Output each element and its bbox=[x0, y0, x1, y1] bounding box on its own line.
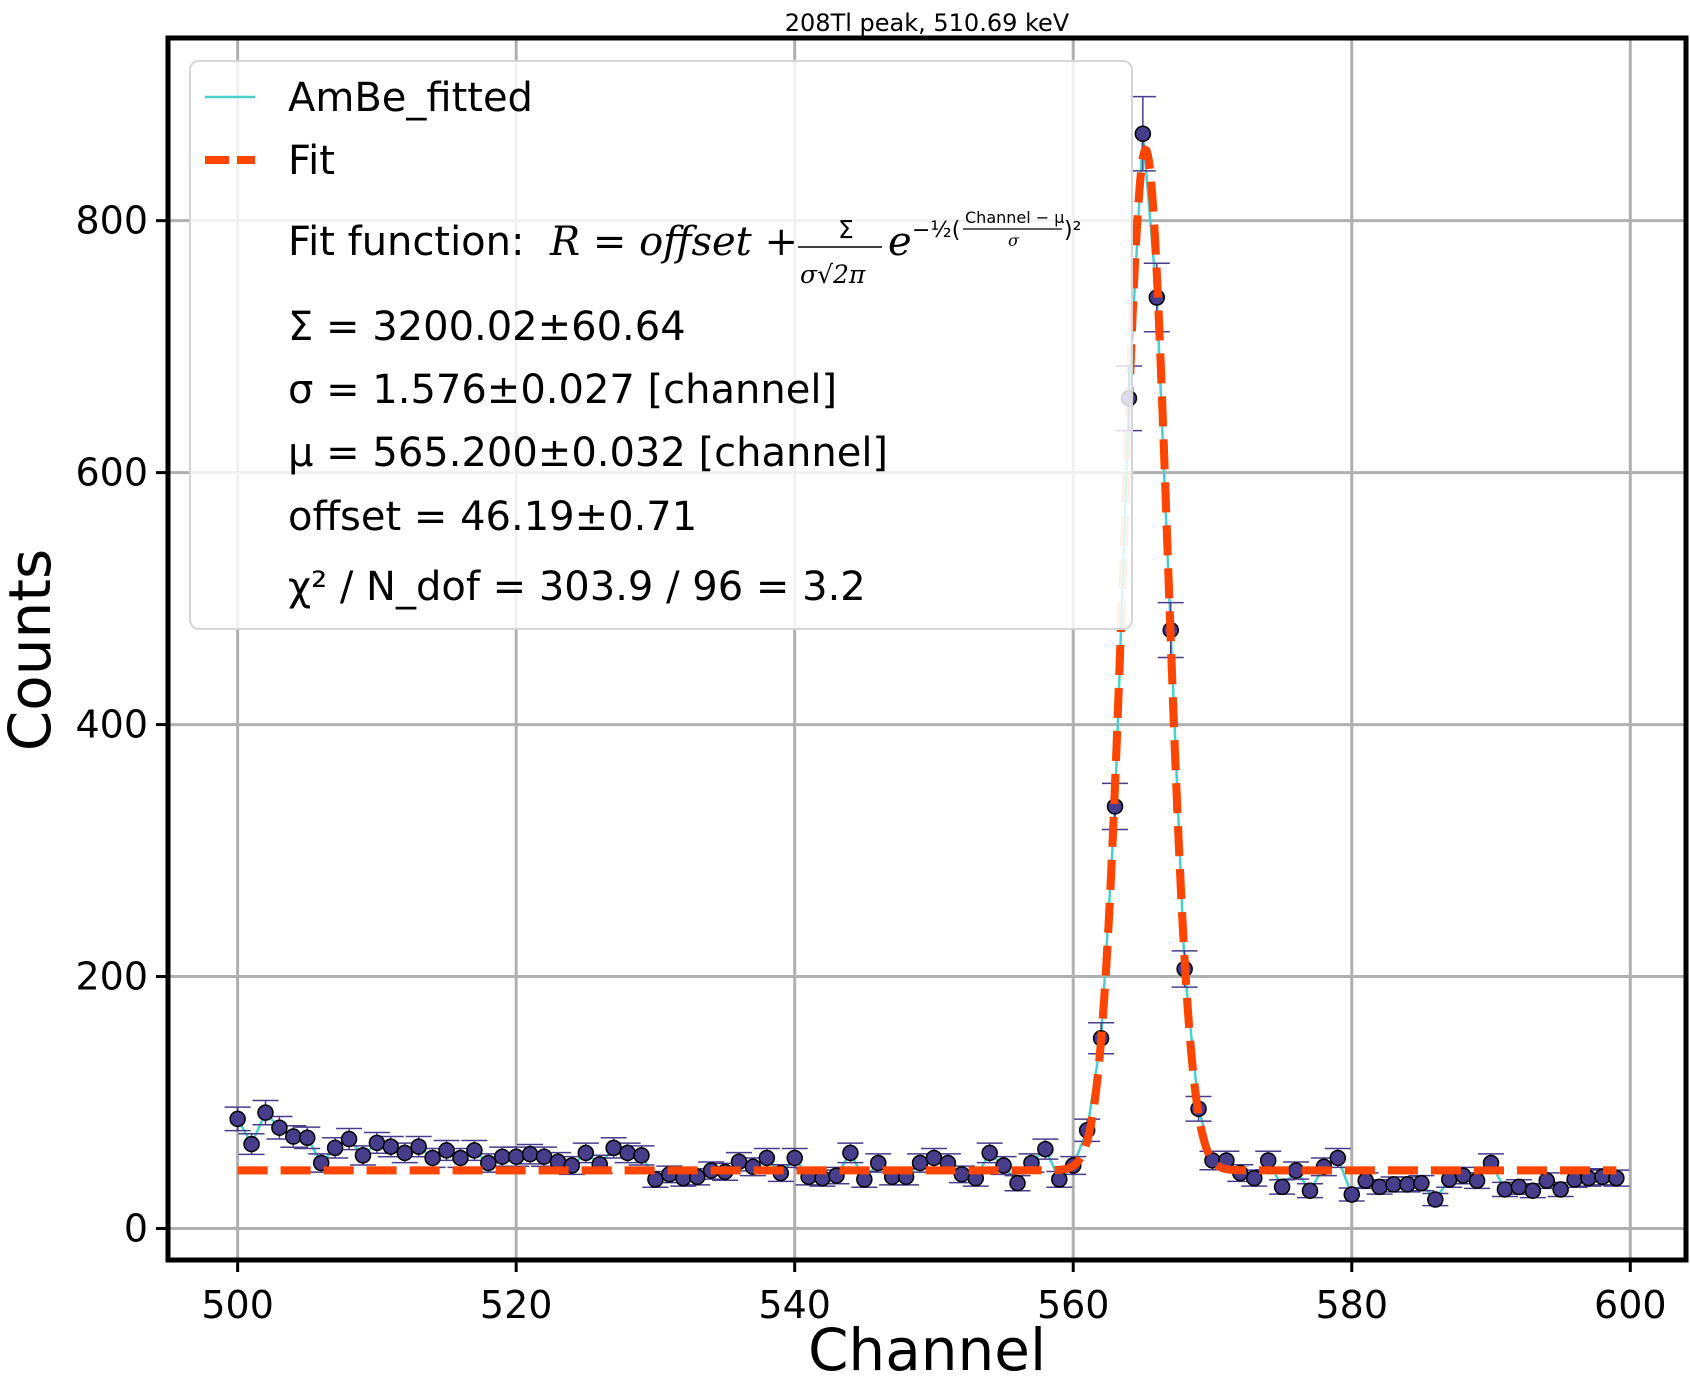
data-point bbox=[619, 1144, 636, 1162]
data-point bbox=[1538, 1172, 1555, 1189]
y-tick-label: 400 bbox=[75, 703, 148, 747]
data-point bbox=[1524, 1182, 1542, 1199]
data-point bbox=[1259, 1152, 1277, 1169]
data-point bbox=[1287, 1162, 1305, 1179]
data-point bbox=[1273, 1178, 1291, 1196]
y-axis-title: Counts bbox=[0, 549, 64, 751]
y-tick-label: 0 bbox=[124, 1207, 148, 1251]
x-tick-label: 540 bbox=[758, 1283, 831, 1327]
data-point bbox=[1413, 1174, 1430, 1192]
data-point bbox=[1468, 1172, 1486, 1189]
fit-function-math: R = offset + Σ σ√2π e −½( Channel − μ σ … bbox=[549, 208, 1081, 289]
y-tick-label: 800 bbox=[75, 199, 148, 243]
legend-chi2: χ² / N_dof = 303.9 / 96 = 3.2 bbox=[288, 564, 866, 610]
data-point bbox=[1134, 125, 1152, 142]
data-point bbox=[758, 1149, 776, 1167]
data-point bbox=[535, 1148, 553, 1165]
data-point bbox=[243, 1135, 260, 1153]
formula-lhs: R = offset + bbox=[549, 219, 798, 265]
data-point bbox=[577, 1144, 595, 1162]
formula-exponent-numerator: Channel − μ bbox=[965, 208, 1064, 227]
legend-label-fit: Fit bbox=[288, 138, 335, 184]
legend-box bbox=[189, 60, 1133, 630]
data-point bbox=[354, 1147, 372, 1164]
x-tick-label: 520 bbox=[480, 1283, 553, 1327]
legend-mu: μ = 565.200±0.032 [channel] bbox=[288, 430, 888, 476]
data-point bbox=[1427, 1191, 1444, 1208]
chart-title: 208Tl peak, 510.69 keV bbox=[785, 9, 1070, 37]
x-tick-label: 580 bbox=[1315, 1283, 1388, 1327]
formula-denominator: σ√2π bbox=[800, 260, 866, 289]
data-point bbox=[1009, 1174, 1026, 1192]
data-point bbox=[507, 1148, 525, 1165]
data-point bbox=[1037, 1140, 1054, 1158]
data-point bbox=[953, 1166, 971, 1183]
formula-exponent-denominator: σ bbox=[1008, 231, 1020, 250]
y-tick-label: 200 bbox=[75, 955, 148, 999]
data-point bbox=[466, 1142, 483, 1159]
data-point bbox=[870, 1154, 887, 1172]
formula-exponent: −½( bbox=[912, 218, 960, 243]
data-point bbox=[1510, 1178, 1528, 1196]
legend-sigma-width: σ = 1.576±0.027 [channel] bbox=[288, 367, 837, 413]
fit-function-formula: Fit function: R = offset + Σ σ√2π e −½( … bbox=[288, 208, 1081, 289]
data-point bbox=[1246, 1169, 1263, 1187]
plot-area bbox=[224, 95, 1630, 1208]
data-point bbox=[1371, 1178, 1388, 1196]
formula-numerator: Σ bbox=[838, 215, 854, 244]
legend-offset: offset = 46.19±0.71 bbox=[288, 494, 697, 540]
data-point bbox=[452, 1149, 469, 1167]
data-point bbox=[842, 1144, 859, 1162]
data-point bbox=[1357, 1172, 1374, 1189]
data-point bbox=[326, 1139, 344, 1157]
data-point bbox=[981, 1144, 998, 1162]
data-point bbox=[493, 1148, 511, 1165]
data-point bbox=[925, 1149, 943, 1167]
x-axis-title: Channel bbox=[808, 1316, 1046, 1384]
formula-exp-base: e bbox=[888, 219, 912, 265]
data-point bbox=[1552, 1181, 1569, 1198]
data-point bbox=[786, 1149, 803, 1167]
data-point bbox=[257, 1104, 274, 1121]
data-point bbox=[368, 1134, 386, 1152]
x-tick-label: 600 bbox=[1594, 1283, 1667, 1327]
ticks: 500 520 540 560 580 600 0 200 400 600 800 bbox=[75, 199, 1666, 1327]
legend-label-data: AmBe_fitted bbox=[288, 75, 533, 121]
data-point bbox=[229, 1110, 246, 1128]
data-points bbox=[229, 125, 1625, 1208]
data-point bbox=[1385, 1176, 1402, 1193]
data-point bbox=[340, 1130, 358, 1148]
formula-exponent-close: )² bbox=[1064, 218, 1081, 243]
fit-function-prefix: Fit function: bbox=[288, 219, 524, 265]
data-point bbox=[424, 1149, 441, 1167]
data-point bbox=[1301, 1182, 1319, 1199]
data-point bbox=[285, 1128, 302, 1145]
data-point bbox=[299, 1129, 316, 1147]
data-point bbox=[1343, 1186, 1361, 1203]
data-point bbox=[1399, 1176, 1416, 1193]
data-point bbox=[410, 1138, 427, 1155]
data-point bbox=[521, 1145, 539, 1163]
data-point bbox=[382, 1138, 400, 1155]
data-point bbox=[396, 1144, 414, 1162]
data-point bbox=[633, 1147, 650, 1164]
data-point bbox=[1496, 1181, 1514, 1198]
data-point bbox=[1329, 1149, 1347, 1167]
fit-curve bbox=[237, 144, 1617, 1175]
data-point bbox=[1051, 1171, 1068, 1188]
data-point bbox=[911, 1154, 929, 1172]
data-point bbox=[605, 1139, 622, 1157]
data-point bbox=[480, 1154, 497, 1172]
data-point bbox=[271, 1119, 288, 1136]
y-tick-label: 600 bbox=[75, 451, 148, 495]
plot-frame bbox=[165, 35, 1689, 1263]
data-point bbox=[438, 1142, 455, 1159]
legend-sigma-sum: Σ = 3200.02±60.64 bbox=[288, 304, 686, 350]
axes-frame bbox=[165, 35, 1689, 1263]
x-tick-label: 500 bbox=[201, 1283, 274, 1327]
x-tick-label: 560 bbox=[1037, 1283, 1110, 1327]
legend: AmBe_fitted Fit Fit function: R = offset… bbox=[189, 60, 1133, 630]
data-point bbox=[995, 1157, 1012, 1174]
